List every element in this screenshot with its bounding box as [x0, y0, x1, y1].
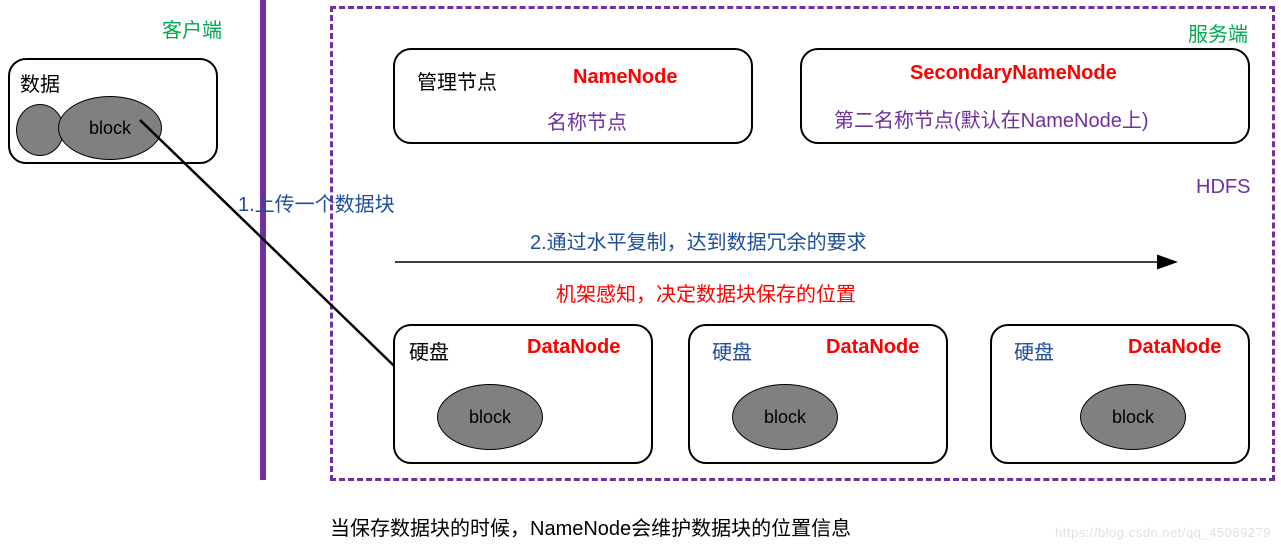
footer-text: 当保存数据块的时候，NameNode会维护数据块的位置信息 [330, 512, 851, 541]
client-data-box: 数据 block [8, 58, 218, 164]
datanode-2-block-label: block [764, 407, 806, 428]
namenode-left-label: 管理节点 [417, 66, 497, 95]
step1-label: 1.上传一个数据块 [238, 188, 395, 217]
client-title: 客户端 [162, 14, 222, 43]
datanode-2-name: DataNode [826, 336, 919, 359]
secondary-desc: 第二名称节点(默认在NameNode上) [834, 104, 1148, 133]
datanode-2-disk: 硬盘 [712, 336, 752, 365]
hdfs-label: HDFS [1196, 176, 1250, 199]
server-title: 服务端 [1188, 18, 1248, 47]
client-block-ellipse: block [58, 96, 162, 160]
namenode-bottom-label: 名称节点 [547, 106, 627, 135]
secondary-namenode-box: SecondaryNameNode 第二名称节点(默认在NameNode上) [800, 48, 1250, 144]
watermark: https://blog.csdn.net/qq_45069279 [1055, 525, 1271, 540]
datanode-3-name: DataNode [1128, 336, 1221, 359]
datanode-1-block-label: block [469, 407, 511, 428]
datanode-1-block: block [437, 384, 543, 450]
datanode-box-3: 硬盘 DataNode block [990, 324, 1250, 464]
namenode-box: 管理节点 NameNode 名称节点 [393, 48, 753, 144]
step2-label: 2.通过水平复制，达到数据冗余的要求 [530, 226, 867, 255]
datanode-box-2: 硬盘 DataNode block [688, 324, 948, 464]
client-block-label: block [89, 118, 131, 139]
datanode-box-1: 硬盘 DataNode block [393, 324, 653, 464]
datanode-3-block-label: block [1112, 407, 1154, 428]
secondary-title: SecondaryNameNode [910, 62, 1117, 85]
vertical-divider [260, 0, 266, 480]
datanode-3-disk: 硬盘 [1014, 336, 1054, 365]
datanode-3-block: block [1080, 384, 1186, 450]
datanode-2-block: block [732, 384, 838, 450]
namenode-center-label: NameNode [573, 66, 677, 89]
datanode-1-name: DataNode [527, 336, 620, 359]
client-small-ellipse [16, 104, 64, 156]
datanode-1-disk: 硬盘 [409, 336, 449, 365]
data-label: 数据 [20, 68, 60, 97]
rack-aware-label: 机架感知，决定数据块保存的位置 [556, 278, 856, 307]
